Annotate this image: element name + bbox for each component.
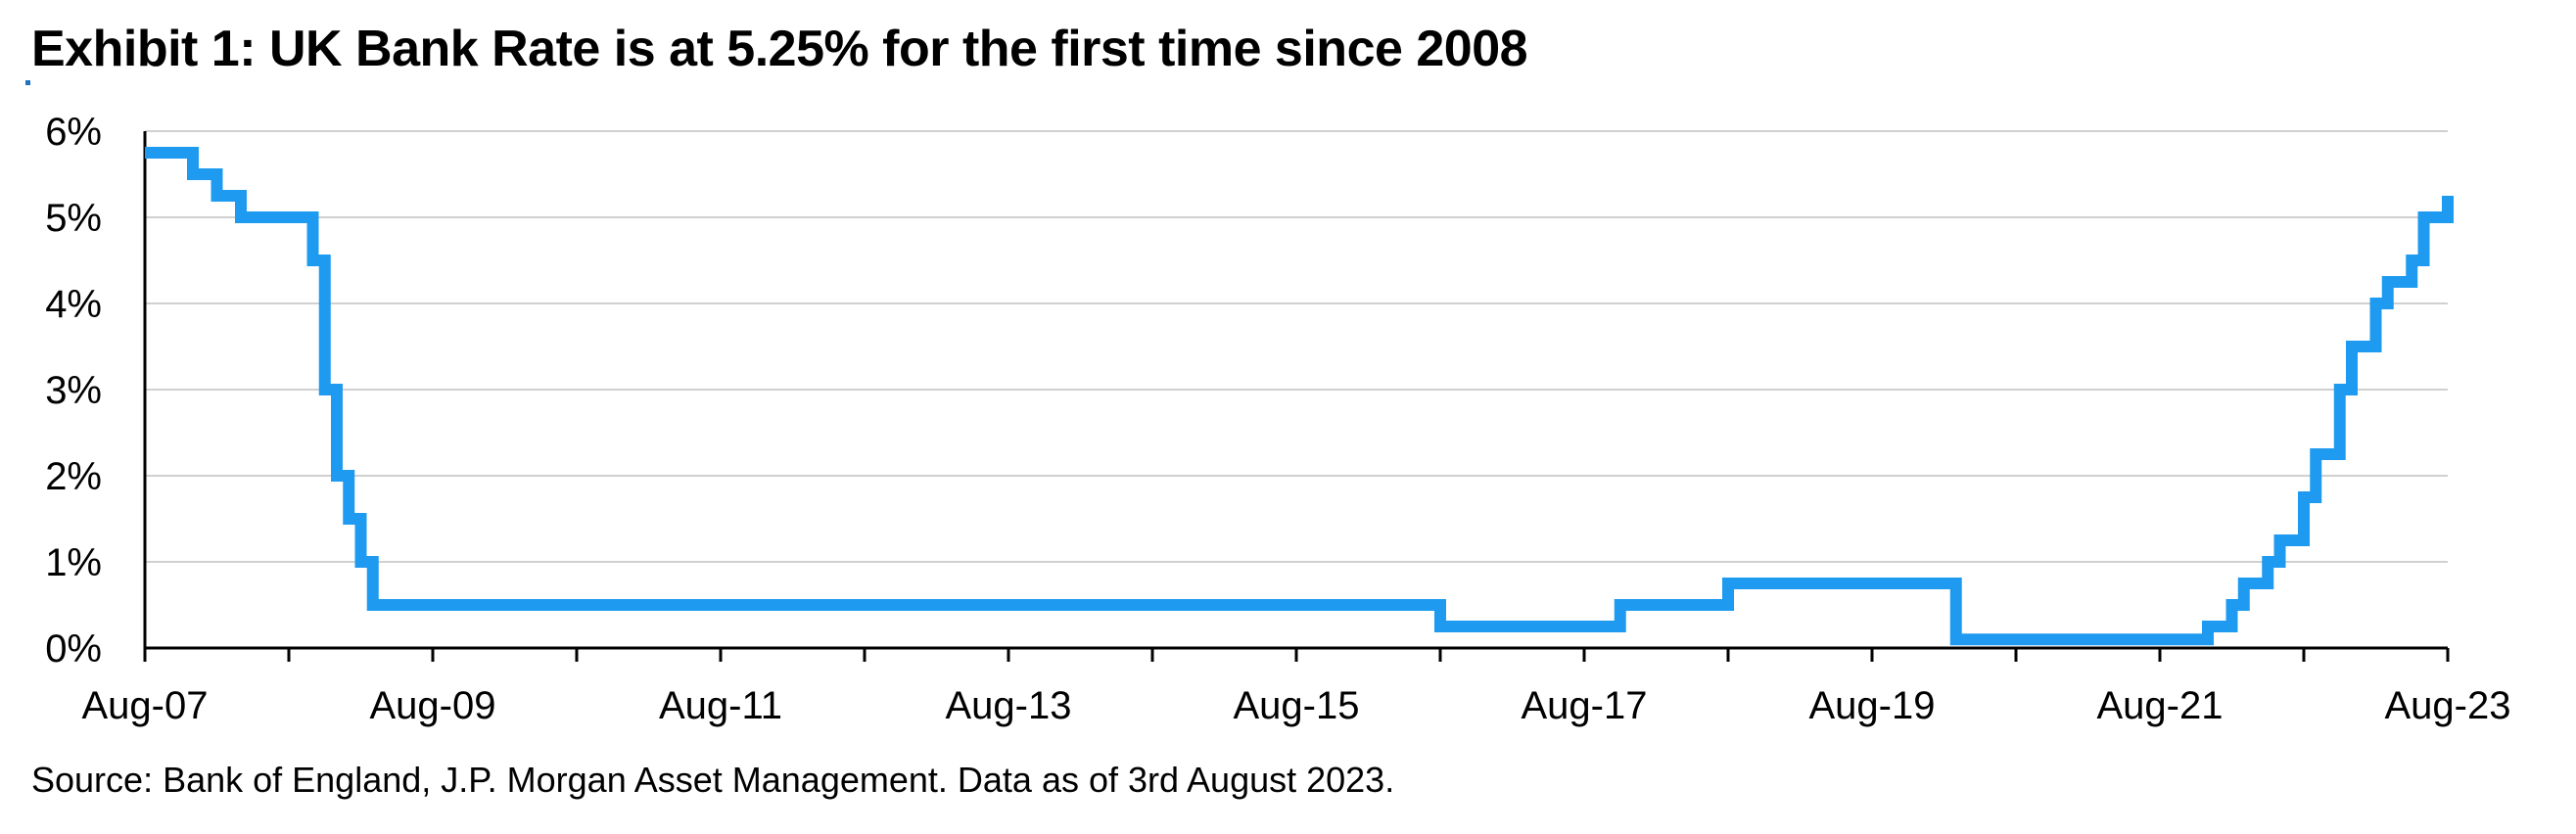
x-tick-label: Aug-23 xyxy=(2385,684,2511,727)
chart-title: Exhibit 1: UK Bank Rate is at 5.25% for … xyxy=(31,21,1528,77)
x-tick-label: Aug-19 xyxy=(1809,684,1936,727)
bank-rate-line xyxy=(145,147,2454,646)
x-tick-label: Aug-11 xyxy=(659,684,782,727)
grid-lines xyxy=(145,130,2448,563)
x-tick-label: Aug-15 xyxy=(1234,684,1360,727)
y-tick-label: 2% xyxy=(45,455,102,498)
y-tick-label: 3% xyxy=(45,369,102,412)
title-marker xyxy=(25,80,30,85)
series-layer xyxy=(145,147,2454,646)
x-axis: Aug-07 Aug-09 Aug-11 Aug-13 Aug-15 Aug-17 Aug-… xyxy=(82,646,2511,727)
y-tick-label: 4% xyxy=(45,283,102,326)
x-tick-label: Aug-13 xyxy=(946,684,1072,727)
y-tick-label: 0% xyxy=(45,627,102,671)
y-tick-label: 1% xyxy=(45,541,102,584)
y-tick-label: 6% xyxy=(45,111,102,154)
x-tick-label: Aug-07 xyxy=(82,684,209,727)
x-tick-label: Aug-17 xyxy=(1522,684,1648,727)
x-tick-label: Aug-09 xyxy=(370,684,496,727)
source-note: Source: Bank of England, J.P. Morgan Ass… xyxy=(31,760,1395,800)
y-tick-label: 5% xyxy=(45,197,102,240)
x-tick-label: Aug-21 xyxy=(2097,684,2224,727)
y-axis: 0% 1% 2% 3% 4% 5% 6% xyxy=(45,111,147,671)
